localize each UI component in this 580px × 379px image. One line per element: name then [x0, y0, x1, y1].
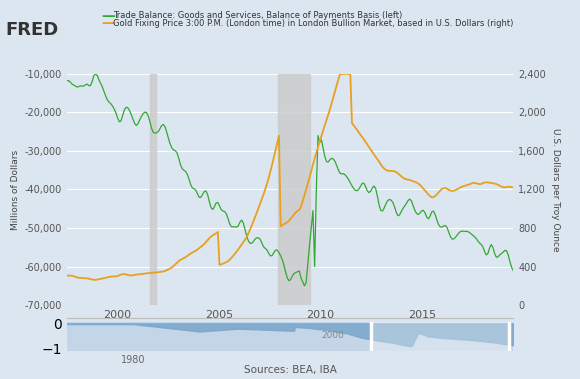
Text: Trade Balance: Goods and Services, Balance of Payments Basis (left): Trade Balance: Goods and Services, Balan… — [113, 11, 403, 20]
Text: 2000: 2000 — [321, 331, 344, 340]
Y-axis label: U.S. Dollars per Troy Ounce: U.S. Dollars per Troy Ounce — [551, 128, 560, 251]
Y-axis label: Millions of Dollars: Millions of Dollars — [11, 149, 20, 230]
Bar — [150, 74, 156, 305]
Text: Sources: BEA, IBA: Sources: BEA, IBA — [244, 365, 336, 375]
Text: FRED: FRED — [6, 21, 59, 39]
Text: —: — — [102, 9, 115, 23]
Bar — [371, 322, 509, 351]
Text: Gold Fixing Price 3:00 P.M. (London time) in London Bullion Market, based in U.S: Gold Fixing Price 3:00 P.M. (London time… — [113, 19, 513, 28]
Bar — [278, 74, 310, 305]
Text: —: — — [102, 17, 115, 30]
